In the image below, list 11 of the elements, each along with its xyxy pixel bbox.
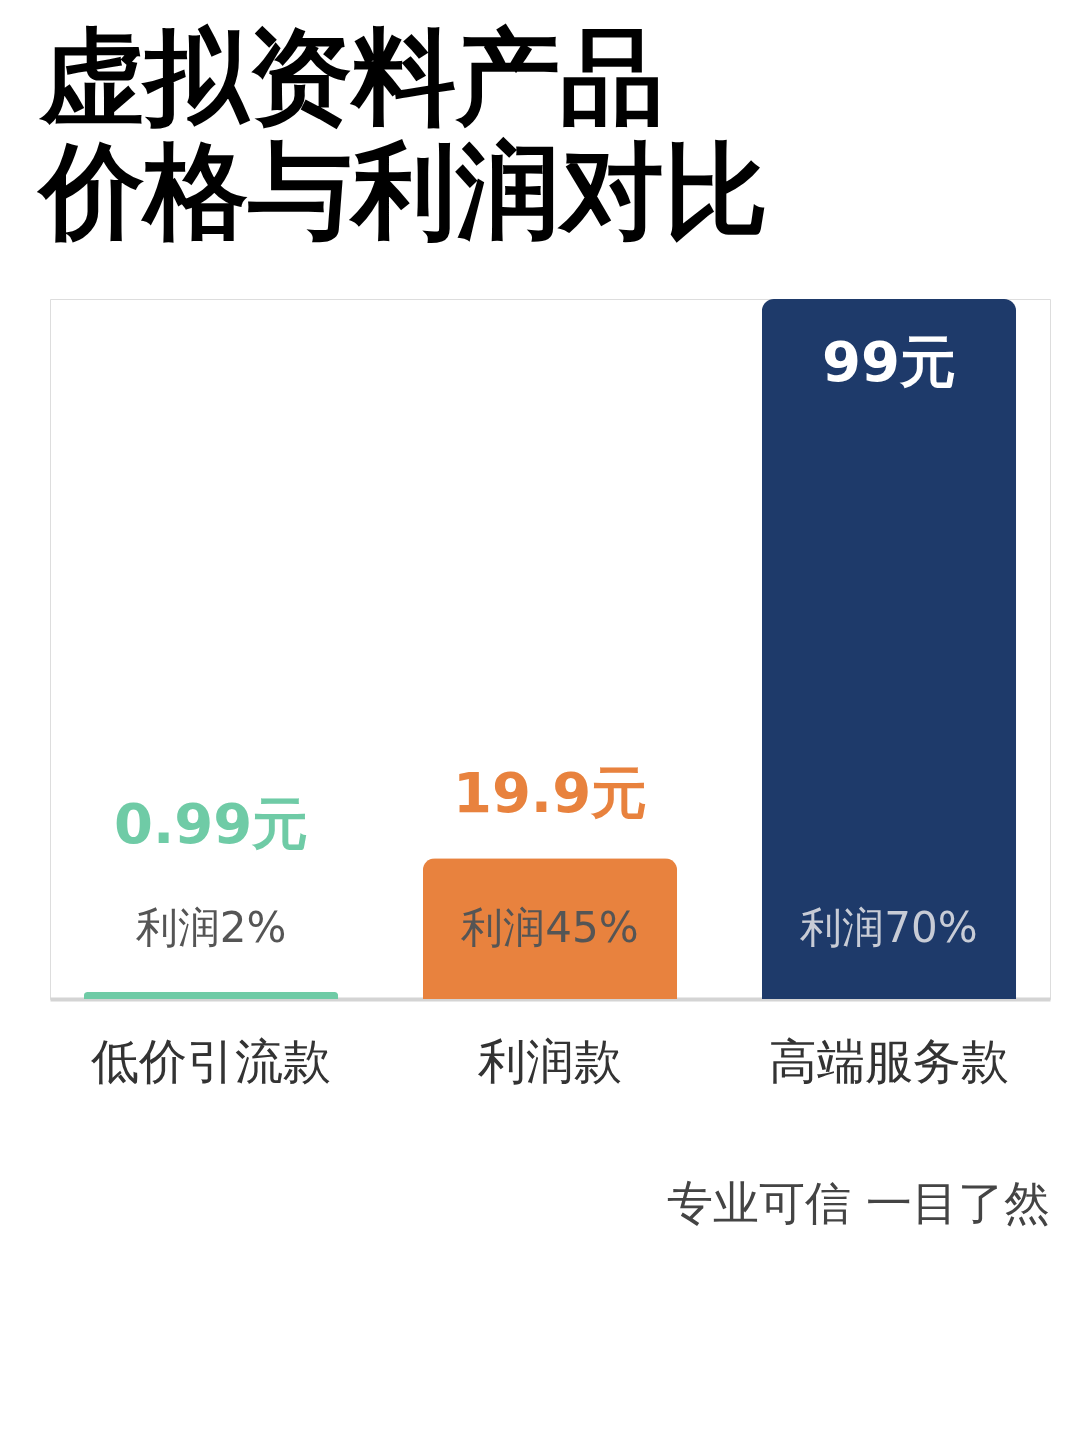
- chart-title: 虚拟资料产品价格与利润对比: [36, 16, 768, 252]
- data-label: 19.9元: [452, 760, 648, 826]
- x-tick-label: 低价引流款: [91, 1032, 332, 1089]
- x-tick-label: 利润款: [478, 1032, 622, 1089]
- text: 专业可信 一目了然: [667, 1176, 1050, 1230]
- annotation: 利润45%: [461, 903, 639, 952]
- data-label: 99元: [822, 329, 956, 394]
- x-tick-label: 高端服务款: [768, 1032, 1009, 1089]
- data-label: 0.99元: [113, 791, 309, 856]
- annotation: 利润70%: [800, 903, 978, 952]
- annotation: 利润2%: [135, 903, 287, 952]
